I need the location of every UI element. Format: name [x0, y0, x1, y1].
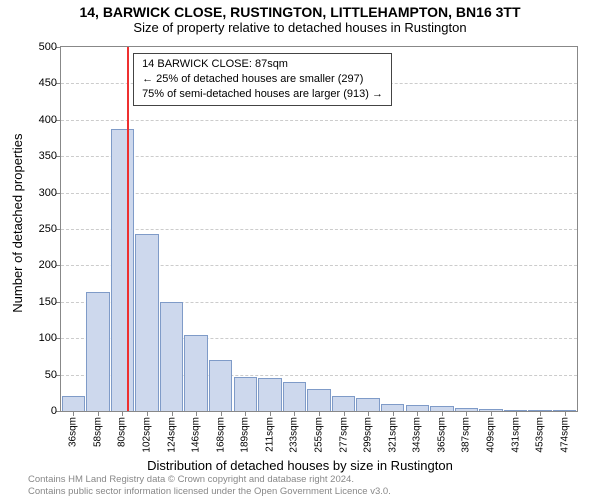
x-tick-mark: [540, 411, 541, 416]
histogram-bar: [209, 360, 232, 411]
y-axis-label: Number of detached properties: [10, 134, 25, 313]
annotation-line-3: 75% of semi-detached houses are larger (…: [142, 87, 383, 102]
x-axis-label: Distribution of detached houses by size …: [0, 458, 600, 473]
y-tick-label: 500: [39, 41, 57, 53]
x-tick-mark: [516, 411, 517, 416]
x-tick-mark: [344, 411, 345, 416]
x-tick-mark: [147, 411, 148, 416]
x-tick-label: 299sqm: [363, 417, 374, 453]
y-tick-label: 350: [39, 150, 57, 162]
x-tick-label: 277sqm: [338, 417, 349, 453]
histogram-bar: [234, 377, 257, 411]
x-tick-label: 58sqm: [92, 417, 103, 447]
y-tick-label: 300: [39, 187, 57, 199]
histogram-bar: [356, 398, 379, 411]
histogram-bar: [111, 129, 134, 411]
x-tick-mark: [442, 411, 443, 416]
grid-line: [61, 229, 577, 230]
x-tick-label: 80sqm: [117, 417, 128, 447]
x-tick-mark: [196, 411, 197, 416]
x-tick-mark: [122, 411, 123, 416]
histogram-bar: [184, 335, 207, 411]
x-tick-mark: [172, 411, 173, 416]
x-tick-label: 255sqm: [314, 417, 325, 453]
grid-line: [61, 120, 577, 121]
y-tick-label: 150: [39, 296, 57, 308]
y-tick-label: 450: [39, 77, 57, 89]
x-tick-label: 146sqm: [191, 417, 202, 453]
x-tick-label: 233sqm: [289, 417, 300, 453]
x-tick-mark: [368, 411, 369, 416]
x-tick-mark: [417, 411, 418, 416]
x-tick-label: 387sqm: [461, 417, 472, 453]
histogram-bar: [307, 389, 330, 411]
histogram-bar: [160, 302, 183, 411]
x-tick-label: 474sqm: [559, 417, 570, 453]
x-tick-label: 102sqm: [142, 417, 153, 453]
x-tick-mark: [73, 411, 74, 416]
y-tick-label: 200: [39, 259, 57, 271]
x-tick-mark: [245, 411, 246, 416]
histogram-bar: [258, 378, 281, 411]
x-tick-label: 168sqm: [215, 417, 226, 453]
x-tick-label: 365sqm: [436, 417, 447, 453]
y-tick-label: 100: [39, 332, 57, 344]
annotation-line-1: 14 BARWICK CLOSE: 87sqm: [142, 57, 383, 72]
x-tick-label: 409sqm: [486, 417, 497, 453]
page-title: 14, BARWICK CLOSE, RUSTINGTON, LITTLEHAM…: [0, 0, 600, 20]
x-tick-mark: [565, 411, 566, 416]
histogram-bar: [135, 234, 158, 411]
x-tick-label: 321sqm: [387, 417, 398, 453]
x-tick-mark: [294, 411, 295, 416]
footer-attribution: Contains HM Land Registry data © Crown c…: [28, 474, 391, 498]
annotation-line-2: ← 25% of detached houses are smaller (29…: [142, 72, 383, 87]
x-tick-label: 343sqm: [412, 417, 423, 453]
y-tick-label: 400: [39, 114, 57, 126]
x-tick-label: 431sqm: [510, 417, 521, 453]
x-tick-label: 211sqm: [264, 417, 275, 452]
histogram-bar: [62, 396, 85, 411]
x-tick-mark: [319, 411, 320, 416]
y-tick-label: 50: [45, 369, 57, 381]
y-tick-label: 0: [51, 405, 57, 417]
grid-line: [61, 156, 577, 157]
x-tick-mark: [466, 411, 467, 416]
grid-line: [61, 193, 577, 194]
histogram-bar: [283, 382, 306, 411]
annotation-box: 14 BARWICK CLOSE: 87sqm ← 25% of detache…: [133, 53, 392, 106]
page-subtitle: Size of property relative to detached ho…: [0, 20, 600, 37]
x-tick-mark: [221, 411, 222, 416]
histogram-chart: 05010015020025030035040045050036sqm58sqm…: [60, 46, 578, 412]
footer-line-2: Contains public sector information licen…: [28, 486, 391, 498]
x-tick-label: 453sqm: [535, 417, 546, 453]
footer-line-1: Contains HM Land Registry data © Crown c…: [28, 474, 391, 486]
x-tick-mark: [270, 411, 271, 416]
x-tick-label: 124sqm: [166, 417, 177, 453]
x-tick-mark: [98, 411, 99, 416]
histogram-bar: [381, 404, 404, 411]
x-tick-mark: [393, 411, 394, 416]
histogram-bar: [86, 292, 109, 411]
y-tick-label: 250: [39, 223, 57, 235]
x-tick-label: 36sqm: [68, 417, 79, 447]
histogram-bar: [332, 396, 355, 411]
property-marker-line: [127, 47, 129, 411]
x-tick-label: 189sqm: [240, 417, 251, 453]
x-tick-mark: [491, 411, 492, 416]
